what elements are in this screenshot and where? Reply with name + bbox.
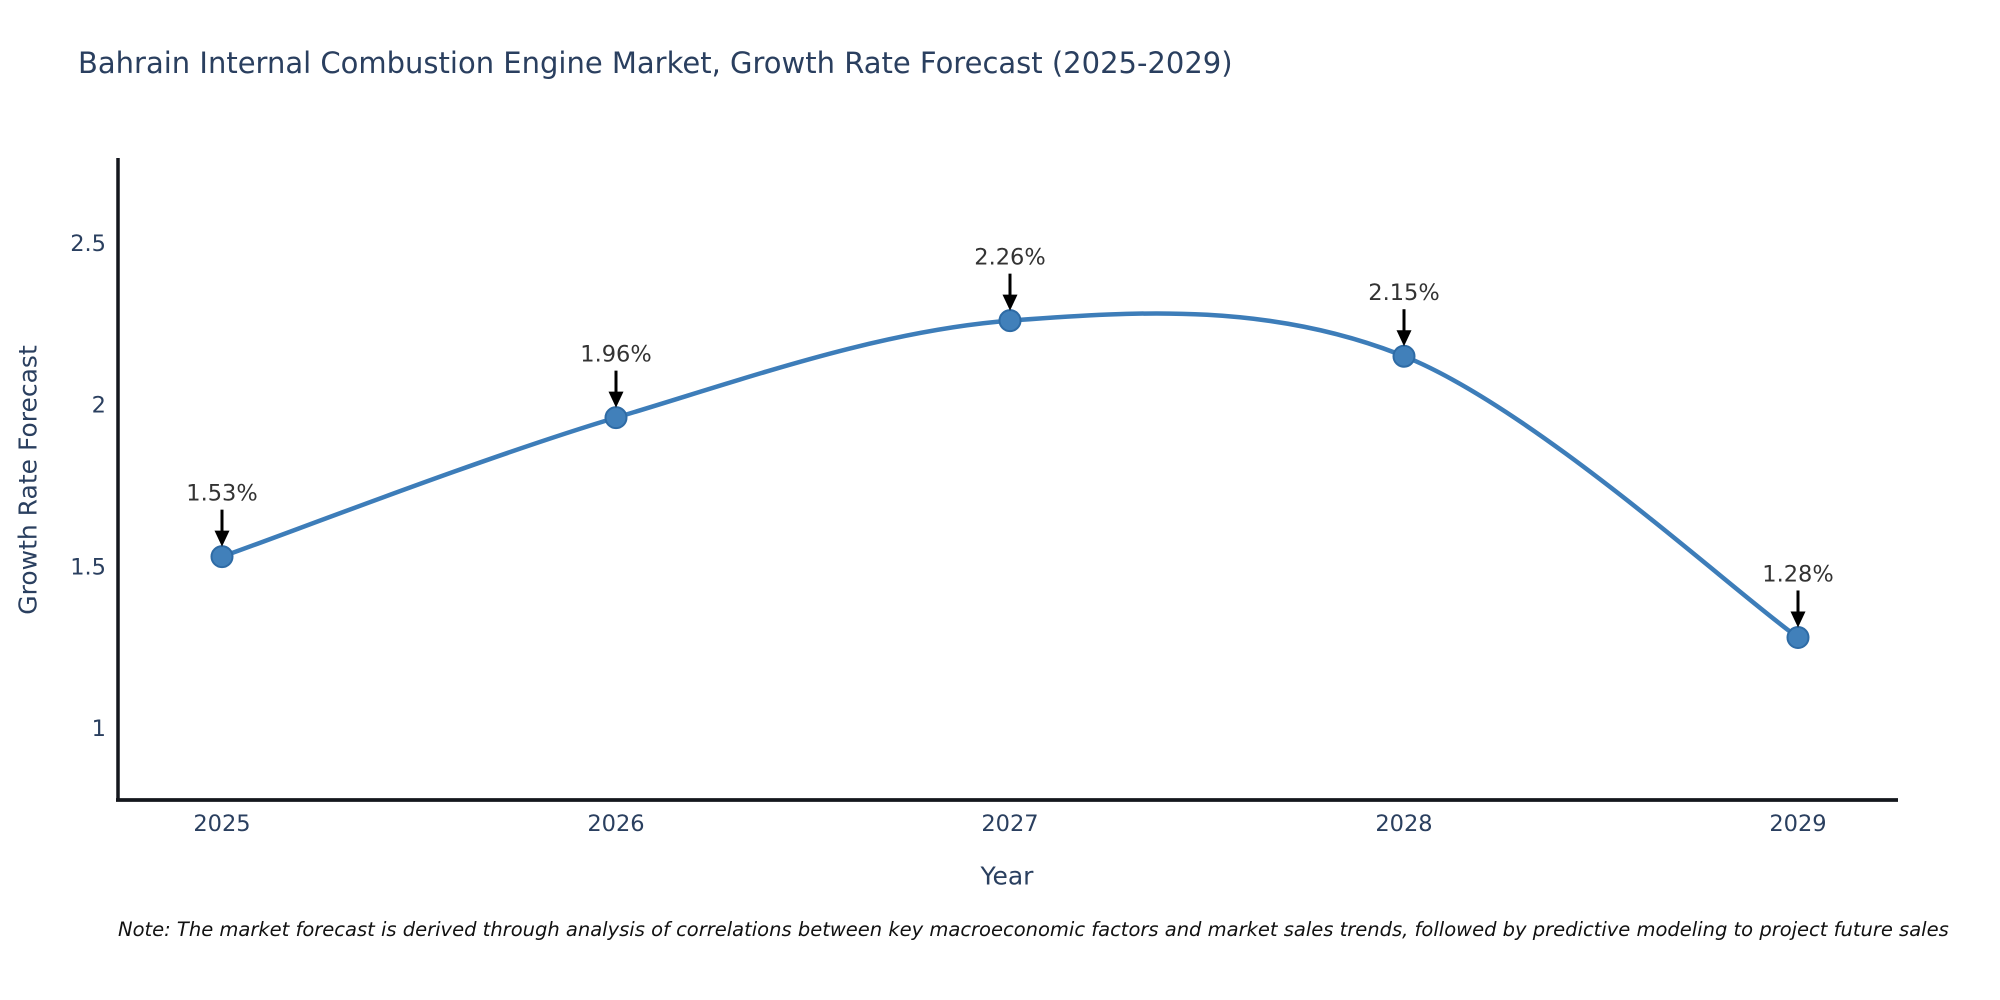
annotation-arrowhead-2027 xyxy=(1002,294,1018,311)
x-tick-label-2026: 2026 xyxy=(587,811,644,837)
footnote: Note: The market forecast is derived thr… xyxy=(118,918,1949,941)
y-tick-label-1.5: 1.5 xyxy=(70,554,106,580)
data-line xyxy=(219,311,1801,640)
x-tick-label-2029: 2029 xyxy=(1769,811,1826,837)
annotation-label-2025: 1.53% xyxy=(186,481,257,507)
x-tick-label-2028: 2028 xyxy=(1375,811,1432,837)
x-tick-label-2025: 2025 xyxy=(193,811,250,837)
data-point-marker-2029 xyxy=(1786,625,1810,649)
annotation-label-2029: 1.28% xyxy=(1762,561,1833,587)
chart-title: Bahrain Internal Combustion Engine Marke… xyxy=(78,46,1233,80)
data-point-marker-2028 xyxy=(1392,344,1416,368)
y-tick-label-2: 2 xyxy=(92,393,106,419)
annotation-label-2028: 2.15% xyxy=(1368,280,1439,306)
data-point-marker-2026 xyxy=(604,406,628,430)
x-tick-label-2027: 2027 xyxy=(981,811,1038,837)
data-point-marker-2025 xyxy=(210,545,234,569)
x-axis-title: Year xyxy=(980,861,1034,891)
annotation-arrowhead-2025 xyxy=(214,530,230,547)
annotation-arrowhead-2029 xyxy=(1790,611,1806,628)
y-tick-label-2.5: 2.5 xyxy=(70,231,106,257)
annotation-arrowhead-2026 xyxy=(608,391,624,408)
data-point-marker-2027 xyxy=(998,309,1022,333)
annotation-label-2027: 2.26% xyxy=(974,245,1045,271)
y-tick-label-1: 1 xyxy=(92,716,106,742)
annotation-arrowhead-2028 xyxy=(1396,330,1412,347)
annotation-label-2026: 1.96% xyxy=(580,342,651,368)
